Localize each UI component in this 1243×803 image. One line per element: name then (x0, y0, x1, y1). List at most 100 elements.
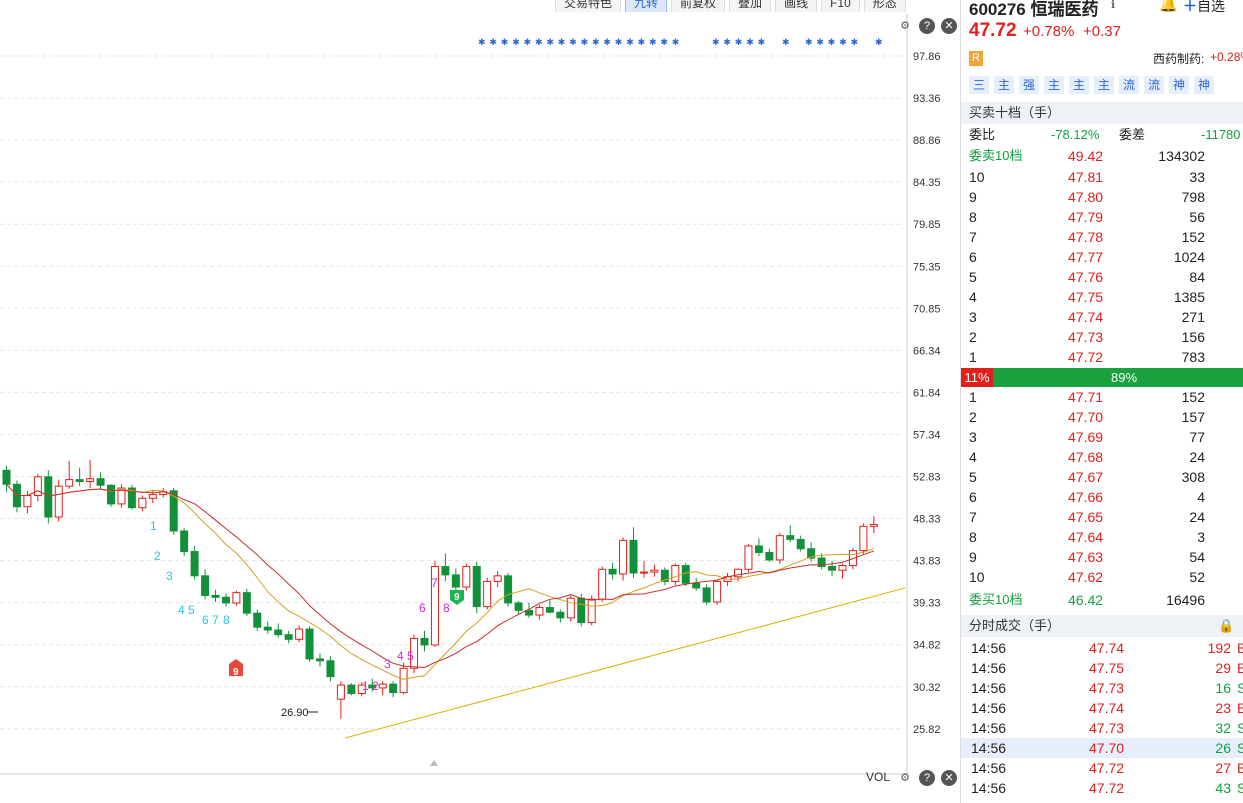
signal-star: ✱ (672, 37, 680, 47)
td-count-label: 2 (154, 549, 161, 563)
price-axis-label: 66.34 (913, 345, 941, 357)
add-watchlist-button[interactable]: ＋自选 (1183, 0, 1225, 14)
tag-button[interactable]: 流 (1144, 76, 1164, 94)
candle-body (713, 580, 722, 603)
ask-row[interactable]: 10 47.81 33 (969, 169, 1205, 185)
candle-body (462, 565, 471, 588)
price-axis-label: 75.35 (913, 261, 941, 273)
price-axis-label: 48.33 (913, 514, 941, 526)
td9-sell-label: 9 (233, 667, 239, 678)
td-count-label: 5 (407, 649, 414, 663)
toolbar-button[interactable]: 形态 (863, 0, 906, 12)
lock-icon[interactable]: 🔒 (1218, 618, 1235, 633)
candle-body (744, 545, 753, 570)
bid-row[interactable]: 5 47.67 308 (969, 469, 1205, 485)
candle-body (410, 637, 419, 669)
td9-sell-badge (229, 659, 243, 676)
tag-button[interactable]: 强 (1019, 76, 1039, 94)
bid-row[interactable]: 7 47.65 24 (969, 509, 1205, 525)
signal-star: ✱ (581, 37, 589, 47)
signal-star: ✱ (875, 37, 883, 47)
candle-body (378, 683, 387, 689)
ask-row[interactable]: 7 47.78 152 (969, 229, 1205, 245)
vol-settings-icon[interactable]: ⚙ (900, 772, 910, 784)
toolbar-button[interactable]: 叠加 (729, 0, 772, 12)
td9-buy-label: 9 (454, 592, 460, 603)
price-axis-label: 84.35 (913, 177, 941, 189)
ask-row[interactable]: 4 47.75 1385 (969, 289, 1205, 305)
kline-chart[interactable]: 97.86 93.36 88.86 84.35 79.85 75.35 70.85 66.34… (0, 14, 960, 803)
ask-row[interactable]: 1 47.72 783 (969, 349, 1205, 365)
bid-row[interactable]: 8 47.64 3 (969, 529, 1205, 545)
ask-row[interactable]: 9 47.80 798 (969, 189, 1205, 205)
tag-button[interactable]: 神 (1169, 76, 1189, 94)
stock-change: +0.37 (1083, 23, 1121, 40)
bid-row[interactable]: 4 47.68 24 (969, 449, 1205, 465)
signal-star: ✱ (489, 37, 497, 47)
vol-close-icon[interactable]: ✕ (941, 770, 957, 786)
td-count-label: 2 (372, 679, 379, 693)
candle-body (754, 545, 763, 553)
tag-button[interactable]: 三 (969, 76, 989, 94)
close-icon[interactable]: ✕ (941, 18, 957, 34)
ask-row[interactable]: 8 47.79 56 (969, 209, 1205, 225)
help-icon[interactable]: ? (919, 18, 935, 34)
tag-button[interactable]: 流 (1119, 76, 1139, 94)
vol-help-icon[interactable]: ? (919, 770, 935, 786)
tag-button[interactable]: 主 (1094, 76, 1114, 94)
bid-row[interactable]: 2 47.70 157 (969, 409, 1205, 425)
toolbar-button[interactable]: 前复权 (671, 0, 726, 12)
candle-body (305, 628, 314, 660)
settings-icon[interactable]: ⚙ (900, 20, 910, 32)
candle-body (775, 535, 784, 561)
candle-body (75, 479, 84, 482)
ask-row[interactable]: 3 47.74 271 (969, 309, 1205, 325)
r-badge: R (969, 51, 983, 66)
ask-row[interactable]: 2 47.73 156 (969, 329, 1205, 345)
bid-row[interactable]: 1 47.71 152 (969, 389, 1205, 405)
td-count-label: 3 (384, 657, 391, 671)
signal-star: ✱ (535, 37, 543, 47)
stock-change-pct: +0.78% (1023, 23, 1075, 40)
candle-body (86, 478, 95, 482)
tag-button[interactable]: 主 (1044, 76, 1064, 94)
signal-star: ✱ (712, 37, 720, 47)
bid-row[interactable]: 10 47.62 52 (969, 569, 1205, 585)
ask-row[interactable]: 6 47.77 1024 (969, 249, 1205, 265)
toolbar-button[interactable]: 画线 (775, 0, 818, 12)
sector-label[interactable]: 西药制药: (1153, 52, 1205, 66)
plus-icon: ＋ (1183, 0, 1197, 14)
tag-button[interactable]: 主 (1069, 76, 1089, 94)
ma10-line (6, 483, 875, 680)
info-icon[interactable]: ℹ (1111, 0, 1116, 11)
signal-star: ✱ (660, 37, 668, 47)
signal-star: ✱ (828, 37, 836, 47)
candle-body (127, 487, 136, 509)
candle-body (514, 602, 523, 611)
tag-button[interactable]: 神 (1194, 76, 1214, 94)
bid-row[interactable]: 3 47.69 77 (969, 429, 1205, 445)
candle-body (221, 596, 230, 604)
candle-body (2, 469, 11, 485)
toolbar-button[interactable]: 九转 (625, 0, 668, 12)
tag-button[interactable]: 主 (994, 76, 1014, 94)
bid-row[interactable]: 9 47.63 54 (969, 549, 1205, 565)
candle-body (650, 569, 659, 573)
bid-row[interactable]: 6 47.66 4 (969, 489, 1205, 505)
candle-body (556, 611, 565, 619)
signal-star: ✱ (723, 37, 731, 47)
price-axis-label: 88.86 (913, 135, 941, 147)
toolbar-button[interactable]: 交易特色 (555, 0, 622, 12)
ask-row[interactable]: 5 47.76 84 (969, 269, 1205, 285)
toolbar-button[interactable]: F10 (821, 0, 860, 12)
signal-star: ✱ (746, 37, 754, 47)
signal-star: ✱ (851, 37, 859, 47)
candle-body (472, 565, 481, 608)
td-count-label: 6 (419, 601, 426, 615)
td9-buy-badge (450, 590, 464, 605)
bell-icon[interactable]: 🔔 (1159, 0, 1178, 13)
candle-body (598, 568, 607, 600)
candle-body (295, 628, 304, 640)
